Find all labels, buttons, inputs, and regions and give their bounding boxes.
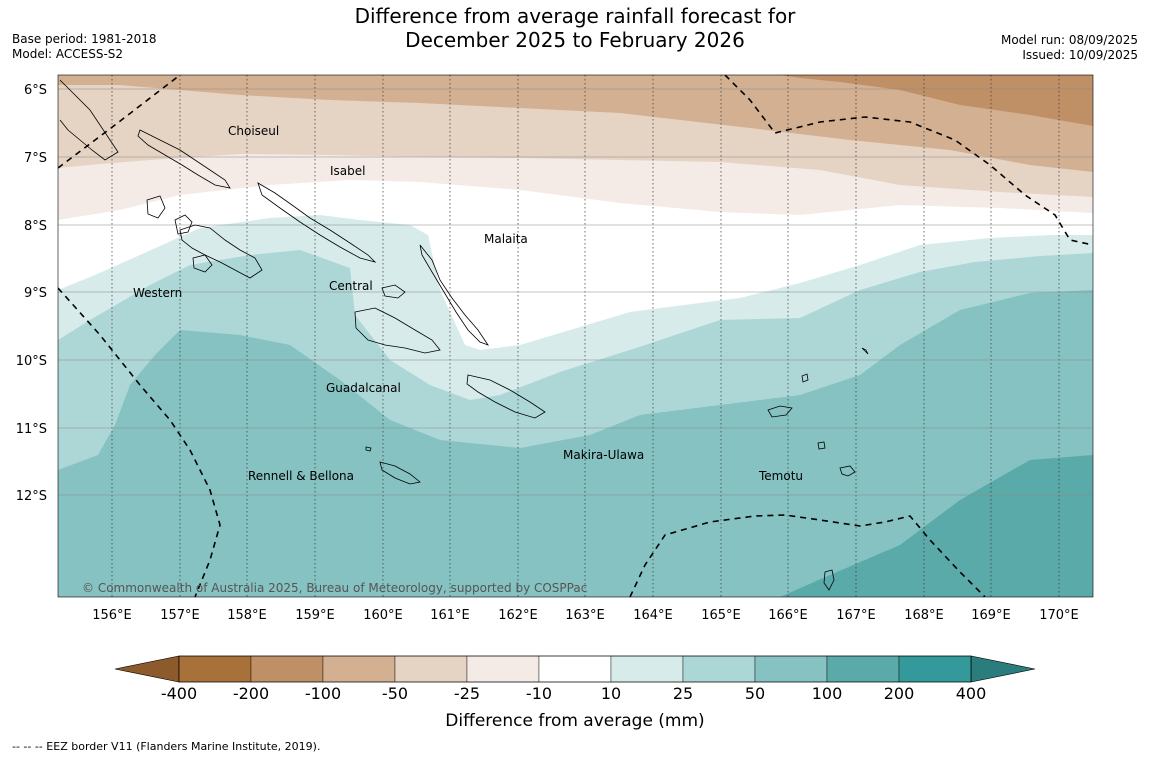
region-label: Isabel (330, 164, 365, 178)
lat-label: 11°S (16, 422, 47, 437)
colorbar-swatch (466, 655, 540, 683)
colorbar-tick-label: 200 (884, 684, 915, 703)
title-line-1: Difference from average rainfall forecas… (354, 4, 796, 28)
base-period: Base period: 1981-2018 (12, 32, 157, 46)
region-label: Rennell & Bellona (248, 469, 354, 483)
longitude-labels: 156°E 157°E 158°E 159°E 160°E 161°E 162°… (92, 608, 1079, 623)
lon-label: 160°E (363, 608, 403, 623)
lat-label: 8°S (24, 219, 47, 234)
longitude-gridlines (111, 75, 1060, 597)
plot-frame (57, 74, 1094, 598)
region-labels: Choiseul Isabel Malaita Western Central … (133, 124, 803, 483)
colorbar-tick-label: 400 (956, 684, 987, 703)
lat-label: 9°S (24, 286, 47, 301)
colorbar-swatch (250, 655, 324, 683)
eez-borders (58, 75, 1093, 597)
lon-label: 161°E (430, 608, 470, 623)
coastlines (59, 79, 869, 591)
colorbar-swatch (610, 655, 684, 683)
colorbar-swatch (682, 655, 756, 683)
copyright-notice: © Commonwealth of Australia 2025, Bureau… (82, 581, 587, 595)
colorbar-swatch (394, 655, 468, 683)
colorbar-tick-label: 10 (601, 684, 621, 703)
colorbar-swatch (538, 655, 612, 683)
colorbar-tick-label: 50 (745, 684, 765, 703)
lon-label: 170°E (1039, 608, 1079, 623)
model-name: Model: ACCESS-S2 (12, 47, 124, 61)
region-label: Western (133, 286, 182, 300)
region-label: Temotu (758, 469, 803, 483)
issued-date: Issued: 10/09/2025 (1022, 48, 1138, 62)
lat-label: 10°S (16, 354, 47, 369)
forecast-map: Choiseul Isabel Malaita Western Central … (16, 74, 1094, 731)
colorbar-tick-label: -10 (526, 684, 552, 703)
eez-footnote: -- -- -- EEZ border V11 (Flanders Marine… (12, 740, 321, 753)
lon-label: 167°E (836, 608, 876, 623)
lat-label: 6°S (24, 83, 47, 98)
colorbar-high-arrow (970, 655, 1036, 683)
colorbar-tick-label: -50 (382, 684, 408, 703)
lon-label: 156°E (92, 608, 132, 623)
colorbar-tick-label: 25 (673, 684, 693, 703)
lon-label: 158°E (227, 608, 267, 623)
region-label: Makira-Ulawa (563, 448, 644, 462)
rainfall-contours (58, 75, 1093, 597)
lon-label: 168°E (904, 608, 944, 623)
region-label: Guadalcanal (326, 381, 401, 395)
lon-label: 162°E (498, 608, 538, 623)
lon-label: 164°E (633, 608, 673, 623)
lat-label: 12°S (16, 489, 47, 504)
colorbar-swatch (826, 655, 900, 683)
title-line-2: December 2025 to February 2026 (405, 28, 745, 52)
region-label: Choiseul (228, 124, 279, 138)
region-label: Central (329, 279, 373, 293)
colorbar-low-arrow (114, 655, 180, 683)
colorbar-legend: -400 -200 -100 -50 -25 -10 10 25 50 100 200 400 Dif… (114, 655, 1036, 731)
lon-label: 166°E (768, 608, 808, 623)
colorbar-tick-label: 100 (812, 684, 843, 703)
colorbar-tick-label: -25 (454, 684, 480, 703)
colorbar-swatch (178, 655, 252, 683)
colorbar-title: Difference from average (mm) (445, 711, 704, 731)
colorbar-frame (178, 655, 972, 683)
lat-label: 7°S (24, 151, 47, 166)
colorbar-swatch (754, 655, 828, 683)
colorbar-swatch (898, 655, 972, 683)
lon-label: 163°E (565, 608, 605, 623)
lon-label: 169°E (971, 608, 1011, 623)
colorbar-tick-label: -200 (233, 684, 269, 703)
latitude-labels: 6°S 7°S 8°S 9°S 10°S 11°S 12°S (16, 83, 47, 504)
region-label: Malaita (484, 232, 528, 246)
colorbar-tick-label: -400 (161, 684, 197, 703)
latitude-gridlines (58, 88, 1093, 496)
lon-label: 159°E (295, 608, 335, 623)
model-run: Model run: 08/09/2025 (1000, 33, 1138, 47)
lon-label: 157°E (160, 608, 200, 623)
lon-label: 165°E (701, 608, 741, 623)
colorbar-tick-label: -100 (305, 684, 341, 703)
colorbar-swatch (322, 655, 396, 683)
